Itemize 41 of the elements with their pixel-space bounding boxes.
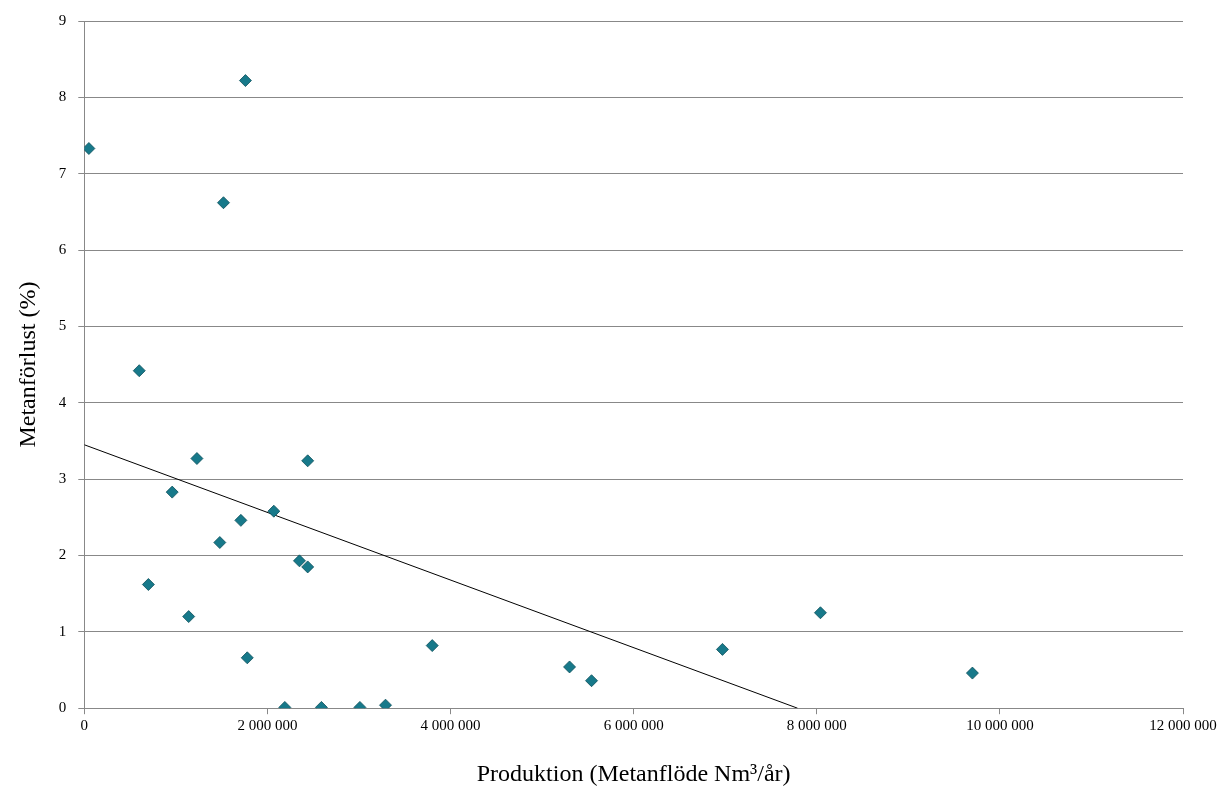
- x-tick-label: 8 000 000: [786, 717, 847, 734]
- y-tick-label: 5: [58, 317, 67, 334]
- point: [301, 454, 315, 468]
- point: [425, 639, 439, 652]
- point: [814, 606, 827, 620]
- point: [563, 660, 576, 674]
- y-tick-label: 0: [58, 699, 67, 716]
- point: [182, 610, 196, 623]
- x-tick-label: 12 000 000: [1149, 717, 1217, 734]
- point: [966, 666, 979, 680]
- point: [217, 196, 230, 210]
- point: [267, 504, 281, 518]
- y-tick-label: 2: [58, 546, 67, 563]
- y-tick-label: 7: [58, 164, 67, 181]
- y-tick-label: 3: [58, 470, 67, 487]
- y-tick-label: 1: [58, 622, 67, 639]
- y-tick-label: 4: [58, 393, 67, 410]
- x-tick-label: 4 000 000: [420, 717, 481, 734]
- point: [293, 554, 306, 568]
- point: [234, 513, 248, 527]
- point: [190, 452, 204, 465]
- point: [213, 536, 227, 549]
- x-tick-label: 0: [80, 717, 89, 734]
- y-tick-label: 9: [58, 11, 67, 28]
- point: [132, 364, 146, 378]
- point: [716, 643, 729, 656]
- point: [379, 698, 392, 709]
- y-tick-label: 6: [58, 241, 67, 257]
- y-tick-label: 8: [58, 88, 67, 105]
- x-tick-label: 2 000 000: [237, 717, 298, 734]
- point: [239, 74, 252, 87]
- x-tick-label: 6 000 000: [603, 717, 664, 734]
- point: [240, 651, 254, 665]
- point: [165, 485, 179, 499]
- x-tick-label: 10 000 000: [966, 717, 1034, 734]
- point: [301, 560, 315, 574]
- x-axis-title: Produktion (Metanflöde Nm³/år): [476, 759, 791, 786]
- point: [585, 674, 598, 688]
- point: [84, 142, 96, 155]
- y-axis-title: Metanförlust (%): [13, 281, 40, 448]
- point: [141, 578, 155, 591]
